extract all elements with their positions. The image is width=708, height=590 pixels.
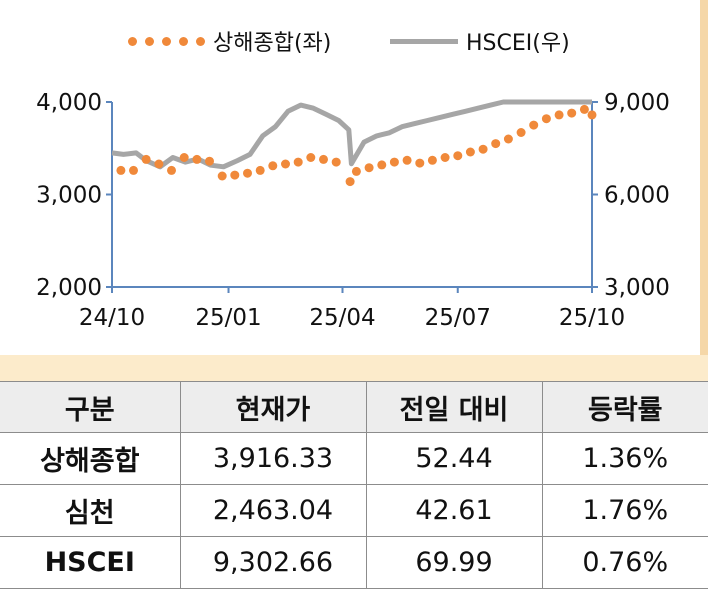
cell-change: 42.61: [365, 484, 543, 537]
legend-series-2: HSCEI(우): [390, 26, 570, 56]
legend-series-1: 상해종합(좌): [128, 26, 331, 56]
data-point-shanghai: [116, 165, 126, 175]
table-header-row: 구분 현재가 전일 대비 등락률: [0, 381, 708, 433]
dotted-marker-icon: [128, 36, 205, 46]
series-line-hscei: [111, 99, 592, 170]
data-point-shanghai: [587, 110, 597, 120]
data-point-shanghai: [281, 159, 290, 169]
data-point-shanghai: [129, 165, 138, 175]
chart-panel: 상해종합(좌) HSCEI(우) 4,000 3,000 2,000 9,000 6,0…: [36, 0, 708, 355]
data-point-shanghai: [230, 170, 240, 180]
data-point-shanghai: [427, 155, 437, 165]
left-tick-label: 4,000: [36, 90, 102, 116]
data-point-shanghai: [465, 147, 475, 157]
row-label: 심천: [0, 484, 181, 537]
legend-series-2-label: HSCEI(우): [466, 31, 570, 56]
cell-rate: 1.36%: [541, 432, 708, 485]
data-point-shanghai: [331, 157, 341, 167]
cell-rate: 1.76%: [541, 484, 708, 537]
data-point-shanghai: [255, 165, 265, 175]
data-point-shanghai: [478, 144, 488, 154]
data-point-shanghai: [179, 153, 189, 162]
chart-svg: 4,000 3,000 2,000 9,000 6,000 3,000 24/10 25/01…: [36, 90, 670, 331]
data-point-shanghai: [567, 108, 577, 118]
right-tick-label: 3,000: [604, 275, 670, 301]
x-tick-label: 25/04: [309, 305, 375, 331]
data-point-shanghai: [579, 104, 589, 114]
cell-change: 52.44: [365, 432, 543, 485]
x-tick-label: 25/07: [425, 305, 491, 331]
cell-price: 3,916.33: [179, 432, 367, 485]
data-point-shanghai: [541, 114, 551, 124]
data-point-shanghai: [377, 160, 387, 170]
row-label: 상해종합: [0, 432, 181, 485]
data-point-shanghai: [154, 159, 164, 169]
x-tick-label: 25/10: [559, 305, 625, 331]
cell-rate: 0.76%: [541, 536, 708, 589]
cell-price: 2,463.04: [179, 484, 367, 537]
right-tick-label: 9,000: [604, 90, 670, 116]
data-point-shanghai: [389, 157, 399, 167]
header-price: 현재가: [179, 381, 367, 433]
data-point-shanghai: [440, 153, 450, 162]
table-row: HSCEI 9,302.66 69.99 0.76%: [0, 536, 708, 589]
data-point-shanghai: [306, 153, 316, 162]
data-point-shanghai: [491, 139, 501, 149]
data-point-shanghai: [205, 156, 214, 166]
row-label: HSCEI: [0, 536, 181, 589]
data-point-shanghai: [503, 134, 513, 144]
data-point-shanghai: [516, 128, 526, 137]
data-point-shanghai: [141, 154, 151, 164]
data-point-shanghai: [351, 166, 361, 176]
header-rate: 등락률: [541, 381, 708, 433]
data-point-shanghai: [364, 163, 374, 173]
cell-price: 9,302.66: [179, 536, 367, 589]
index-table: 구분 현재가 전일 대비 등락률 상해종합 3,916.33 52.44 1.3…: [0, 381, 708, 590]
data-point-shanghai: [217, 171, 227, 181]
x-tick-label: 25/01: [195, 305, 261, 331]
right-edge-strip: [700, 0, 708, 355]
data-point-shanghai: [319, 154, 328, 164]
data-point-shanghai: [167, 165, 176, 175]
separator-band: [0, 355, 708, 381]
left-tick-label: 2,000: [36, 275, 102, 301]
x-tick-label: 24/10: [79, 305, 145, 331]
right-tick-label: 6,000: [604, 183, 670, 209]
table-row: 상해종합 3,916.33 52.44 1.36%: [0, 432, 708, 485]
table-row: 심천 2,463.04 42.61 1.76%: [0, 484, 708, 537]
data-point-shanghai: [554, 110, 564, 120]
data-point-shanghai: [453, 151, 463, 161]
cell-change: 69.99: [365, 536, 543, 589]
data-point-shanghai: [529, 120, 539, 130]
data-point-shanghai: [345, 177, 355, 187]
legend-series-1-label: 상해종합(좌): [213, 31, 332, 56]
data-point-shanghai: [402, 155, 412, 165]
data-point-shanghai: [293, 157, 303, 167]
data-point-shanghai: [192, 154, 202, 164]
data-point-shanghai: [243, 168, 252, 178]
line-marker-icon: [390, 38, 458, 44]
header-change: 전일 대비: [365, 381, 543, 433]
data-point-shanghai: [415, 158, 425, 168]
left-tick-label: 3,000: [36, 183, 102, 209]
header-category: 구분: [0, 381, 181, 433]
data-point-shanghai: [268, 161, 278, 171]
